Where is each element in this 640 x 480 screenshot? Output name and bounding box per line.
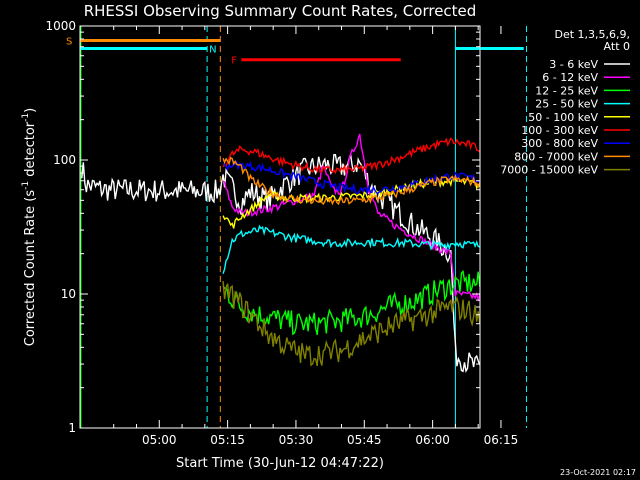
footer-timestamp: 23-Oct-2021 02:17 [560, 468, 636, 477]
legend-label-0: 3 - 6 keV [549, 58, 598, 71]
series-line-8 [222, 281, 480, 367]
y-axis-label-end: ) [23, 108, 38, 113]
y-tick-label: 10 [61, 287, 76, 301]
y-axis-label-mid: detector [23, 121, 38, 181]
y-tick-label: 1 [68, 421, 76, 435]
series-line-7 [222, 156, 480, 206]
y-tick-label: 1000 [45, 19, 76, 33]
y-tick-label: 100 [53, 153, 76, 167]
series-line-1 [222, 133, 480, 303]
x-axis-label: Start Time (30-Jun-12 04:47:22) [176, 456, 384, 471]
y-axis-label-sup1: -1 [21, 181, 31, 190]
x-tick-label: 05:45 [347, 433, 382, 447]
y-axis: 1000 100 10 1 [45, 19, 480, 435]
legend-header-line1: Det 1,3,5,6,9, [554, 28, 630, 41]
y-axis-label: Corrected Count Rate (s-1 detector-1) [21, 108, 38, 346]
legend-label-3: 25 - 50 keV [535, 98, 598, 111]
flag-label-S: S [66, 36, 72, 47]
chart-title: RHESSI Observing Summary Count Rates, Co… [84, 2, 477, 20]
plot-frame [79, 25, 481, 429]
series-line-3 [222, 224, 480, 274]
x-axis: 05:00 05:15 05:30 05:45 06:00 06:15 [113, 26, 519, 447]
legend-label-4: 50 - 100 keV [528, 111, 598, 124]
x-tick-label: 05:00 [142, 433, 177, 447]
y-axis-label-sup2: -1 [21, 113, 31, 122]
x-tick-label: 05:15 [210, 433, 245, 447]
series-group [81, 133, 480, 374]
legend-label-6: 300 - 800 keV [521, 137, 598, 150]
x-tick-label: 06:00 [415, 433, 450, 447]
legend-label-2: 12 - 25 keV [535, 84, 598, 97]
series-line-6 [223, 159, 480, 196]
legend-label-5: 100 - 300 keV [521, 124, 598, 137]
legend-header-line2: Att 0 [604, 40, 630, 53]
plot-area: S N F [66, 26, 527, 428]
flag-label-N: N [209, 44, 216, 55]
x-tick-label: 05:30 [279, 433, 314, 447]
legend-label-7: 800 - 7000 keV [514, 150, 598, 163]
legend-label-1: 6 - 12 keV [542, 71, 598, 84]
series-line-2 [222, 269, 480, 336]
series-line-5 [222, 137, 480, 175]
y-axis-label-main: Corrected Count Rate (s [23, 190, 38, 347]
x-tick-label: 06:15 [484, 433, 519, 447]
legend-label-8: 7000 - 15000 keV [500, 164, 598, 177]
flag-label-F: F [231, 56, 237, 67]
series-line-4 [222, 176, 480, 229]
